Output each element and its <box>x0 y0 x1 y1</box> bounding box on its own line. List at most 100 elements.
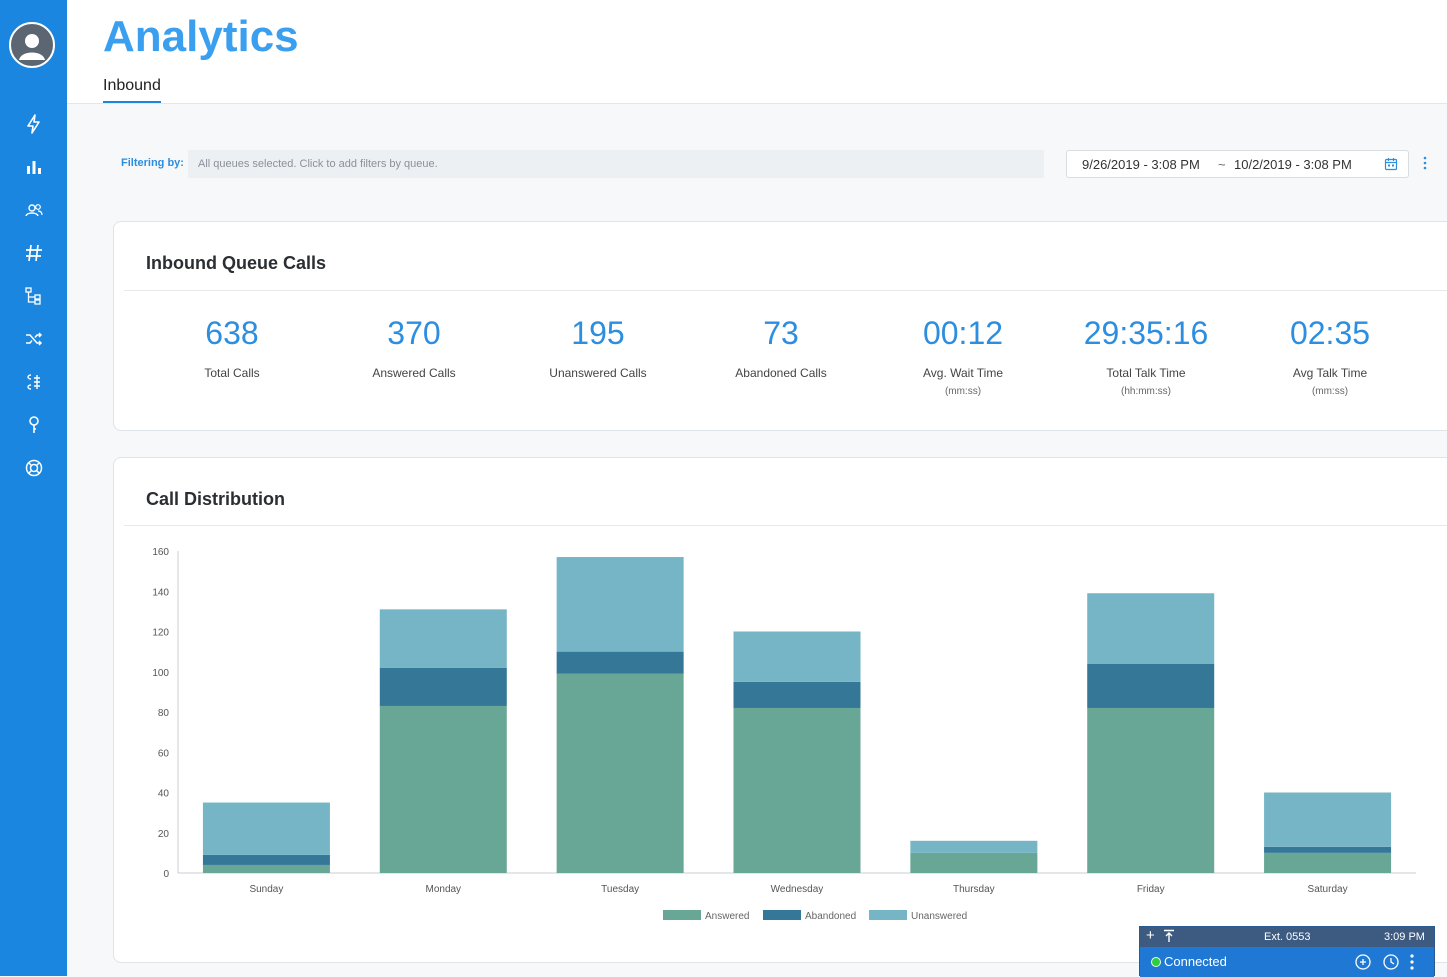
stat-avg-talk-time: 02:35 Avg Talk Time (mm:ss) <box>1250 314 1410 397</box>
bar-segment <box>1264 792 1392 847</box>
key-icon[interactable] <box>23 414 45 436</box>
bar-segment <box>1087 593 1215 664</box>
call-distribution-card: Call Distribution 0 20 40 60 80 100 120 140 160 S… <box>113 457 1447 963</box>
stat-total-talk-time: 29:35:16 Total Talk Time (hh:mm:ss) <box>1066 314 1226 397</box>
softphone-status-bar: Connected <box>1140 947 1434 977</box>
stat-unit: (mm:ss) <box>1311 386 1349 397</box>
stat-label: Avg Talk Time <box>1292 366 1368 380</box>
stat-unit: (hh:mm:ss) <box>1121 386 1171 397</box>
hash-icon[interactable] <box>23 242 45 264</box>
bar-segment <box>910 840 1038 853</box>
stat-value: 73 <box>763 315 799 351</box>
bar-segment <box>1087 663 1215 708</box>
status-label: Connected <box>1164 954 1227 969</box>
stat-abandoned-calls: 73 Abandoned Calls <box>701 314 861 380</box>
routing-icon[interactable] <box>23 371 45 393</box>
y-tick-label: 100 <box>152 668 169 679</box>
bar-segment <box>733 681 861 708</box>
bar-segment <box>379 609 507 668</box>
legend-swatch <box>869 910 907 920</box>
y-tick-label: 80 <box>158 708 170 719</box>
x-tick-label: Sunday <box>249 884 283 895</box>
stat-avg-wait-time: 00:12 Avg. Wait Time (mm:ss) <box>883 314 1043 397</box>
bar-segment <box>202 854 330 865</box>
x-tick-label: Friday <box>1137 884 1165 895</box>
stat-value: 29:35:16 <box>1083 315 1209 351</box>
x-tick-label: Wednesday <box>771 884 824 895</box>
stat-value: 370 <box>387 315 441 351</box>
call-distribution-chart: 0 20 40 60 80 100 120 140 160 Sunday Monday Tuesday… <box>152 547 1416 922</box>
sidebar <box>0 0 67 976</box>
stat-total-calls: 638 Total Calls <box>152 314 312 380</box>
lightning-icon[interactable] <box>23 113 45 135</box>
legend-swatch <box>763 910 801 920</box>
avatar[interactable] <box>9 22 55 68</box>
page-header: Analytics Inbound <box>67 0 1447 104</box>
bar-segment <box>1264 852 1392 873</box>
stat-label: Total Calls <box>204 366 260 380</box>
stat-unanswered-calls: 195 Unanswered Calls <box>518 314 678 380</box>
stat-label: Unanswered Calls <box>549 366 647 380</box>
bar-segment <box>1087 707 1215 873</box>
lifebuoy-icon[interactable] <box>23 457 45 479</box>
legend-label: Unanswered <box>911 911 967 922</box>
stat-label: Avg. Wait Time <box>922 366 1004 380</box>
legend-label: Abandoned <box>805 911 856 922</box>
y-tick-label: 120 <box>152 628 169 639</box>
date-separator: ~ <box>1218 157 1226 172</box>
date-range-picker[interactable]: 9/26/2019 - 3:08 PM ~ 10/2/2019 - 3:08 P… <box>1066 150 1409 178</box>
card-title: Inbound Queue Calls <box>146 253 327 273</box>
tab-inbound[interactable]: Inbound <box>103 77 161 103</box>
more-options-icon[interactable] <box>1420 155 1430 173</box>
clock-icon[interactable] <box>1382 953 1400 974</box>
shuffle-icon[interactable] <box>23 328 45 350</box>
bar-segment <box>733 631 861 682</box>
extension-label: Ext. 0553 <box>1264 931 1311 943</box>
softphone-header: + Ext. 0553 3:09 PM <box>1140 927 1434 947</box>
stat-value: 00:12 <box>922 315 1004 351</box>
x-tick-label: Saturday <box>1308 884 1348 895</box>
stat-label: Abandoned Calls <box>735 366 827 380</box>
y-tick-label: 60 <box>158 748 170 759</box>
add-icon[interactable]: + <box>1146 927 1155 944</box>
stat-unit: (mm:ss) <box>944 386 982 397</box>
card-divider <box>124 290 1447 291</box>
x-tick-label: Tuesday <box>601 884 639 895</box>
y-tick-label: 160 <box>152 547 169 558</box>
softphone-widget: + Ext. 0553 3:09 PM Connected <box>1139 926 1435 977</box>
stat-value: 638 <box>205 315 259 351</box>
y-tick-label: 0 <box>163 869 169 880</box>
date-to[interactable]: 10/2/2019 - 3:08 PM <box>1234 157 1352 172</box>
x-tick-label: Monday <box>425 884 461 895</box>
stat-value: 195 <box>571 315 625 351</box>
y-tick-label: 140 <box>152 587 169 598</box>
stat-answered-calls: 370 Answered Calls <box>334 314 494 380</box>
legend-swatch <box>663 910 701 920</box>
card-divider <box>124 525 1447 526</box>
headset-icon[interactable] <box>1354 953 1372 974</box>
x-tick-label: Thursday <box>953 884 995 895</box>
y-tick-label: 40 <box>158 789 170 800</box>
bar-segment <box>556 557 684 652</box>
stat-label: Answered Calls <box>372 366 456 380</box>
softphone-time: 3:09 PM <box>1384 931 1425 943</box>
stat-label: Total Talk Time <box>1106 366 1186 380</box>
filter-label: Filtering by: <box>121 157 184 169</box>
stat-value: 02:35 <box>1289 315 1371 351</box>
calendar-icon[interactable] <box>1384 157 1398 171</box>
bar-segment <box>202 802 330 855</box>
bar-chart-icon[interactable] <box>23 156 45 178</box>
upload-icon[interactable] <box>1163 929 1175 946</box>
y-tick-label: 20 <box>158 829 170 840</box>
users-icon[interactable] <box>23 199 45 221</box>
bar-segment <box>910 852 1038 873</box>
tree-icon[interactable] <box>23 285 45 307</box>
bar-segment <box>379 705 507 873</box>
menu-dots-icon[interactable] <box>1408 953 1416 974</box>
queue-calls-card: Inbound Queue Calls 638 Total Calls 370 … <box>113 221 1447 431</box>
queue-filter-input[interactable]: All queues selected. Click to add filter… <box>188 150 1044 178</box>
page-title: Analytics <box>103 12 299 61</box>
date-from[interactable]: 9/26/2019 - 3:08 PM <box>1082 157 1200 172</box>
bar-segment <box>733 707 861 873</box>
card-title: Call Distribution <box>146 489 285 509</box>
